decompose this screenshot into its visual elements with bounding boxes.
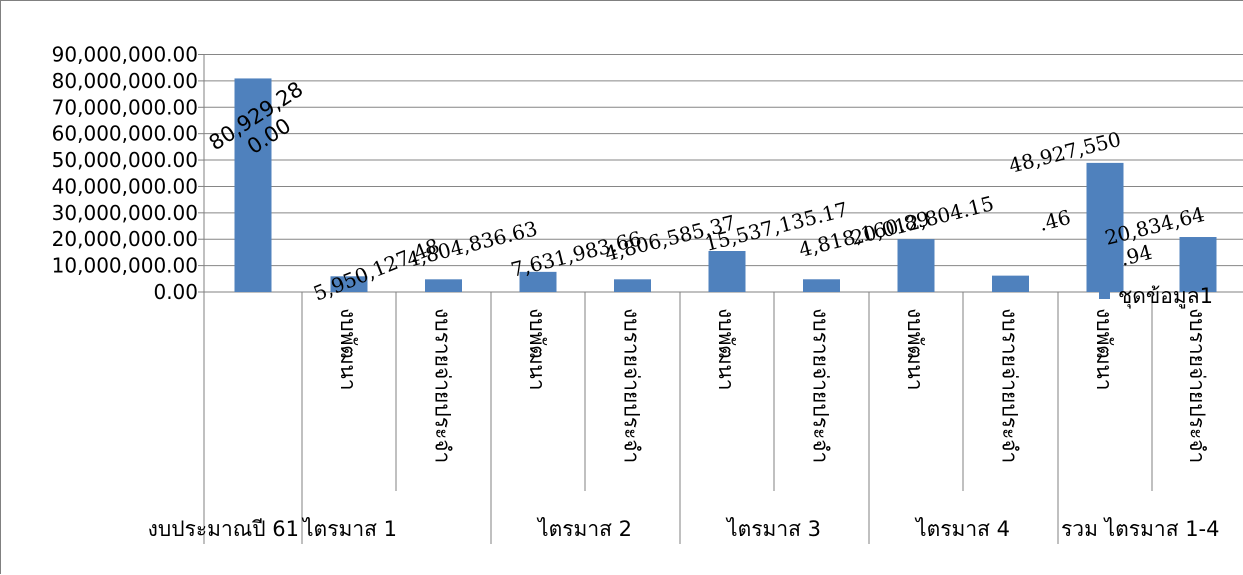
y-tick-label: 20,000,000.00 — [52, 227, 198, 251]
group-label: ไตรมาส 3 — [725, 517, 821, 541]
legend-swatch — [1099, 288, 1110, 299]
bar — [519, 271, 557, 292]
category-label: งบพัฒนา — [525, 308, 549, 391]
bar — [708, 250, 746, 292]
y-tick-label: 10,000,000.00 — [52, 254, 198, 278]
y-tick-label: 40,000,000.00 — [52, 174, 198, 198]
group-label: รวม ไตรมาส 1-4 — [1061, 517, 1220, 541]
category-label: งบพัฒนา — [903, 308, 927, 391]
y-tick-label: 50,000,000.00 — [52, 148, 198, 172]
category-label: งบรายจ่ายประจำ — [620, 308, 644, 463]
bar — [897, 239, 935, 292]
category-label: งบพัฒนา — [336, 308, 360, 391]
bar — [425, 279, 462, 292]
gridlines — [198, 54, 1243, 293]
category-labels: งบพัฒนา งบรายจ่ายประจำ งบพัฒนา งบรายจ่ายประ… — [336, 308, 1209, 463]
category-label: งบรายจ่ายประจำ — [998, 308, 1022, 463]
group-labels: งบประมาณปี 61 ไตรมาส 1 ไตรมาส 2 ไตรมาส 3 ไตร… — [148, 517, 1220, 541]
bar — [330, 276, 368, 292]
bar — [1086, 162, 1124, 292]
legend-label: ชุดข้อมูล1 — [1118, 284, 1213, 309]
category-label: งบพัฒนา — [1092, 308, 1116, 391]
bar — [1179, 237, 1217, 292]
bar — [234, 78, 272, 293]
data-label: .46 — [1036, 205, 1073, 236]
bar — [803, 279, 840, 292]
y-tick-label: 30,000,000.00 — [52, 201, 198, 225]
category-label: งบพัฒนา — [714, 308, 738, 391]
y-tick-label: 0.00 — [153, 280, 198, 304]
category-label: งบรายจ่ายประจำ — [431, 308, 455, 463]
legend: ชุดข้อมูล1 — [1099, 284, 1213, 309]
bar — [614, 279, 651, 292]
y-tick-label: 70,000,000.00 — [52, 95, 198, 119]
group-label: ไตรมาส 2 — [536, 517, 632, 541]
category-label: งบรายจ่ายประจำ — [809, 308, 833, 463]
category-label: งบรายจ่ายประจำ — [1185, 308, 1209, 463]
group-label: ไตรมาส 1 — [301, 517, 397, 541]
y-tick-label: 60,000,000.00 — [52, 122, 198, 146]
group-label: งบประมาณปี 61 — [148, 517, 299, 541]
group-label: ไตรมาส 4 — [914, 517, 1010, 541]
y-tick-label: 80,000,000.00 — [52, 69, 198, 93]
bars — [234, 78, 1217, 293]
bar — [992, 275, 1029, 292]
y-tick-label: 90,000,000.00 — [52, 43, 198, 67]
category-ticks — [203, 292, 1153, 544]
